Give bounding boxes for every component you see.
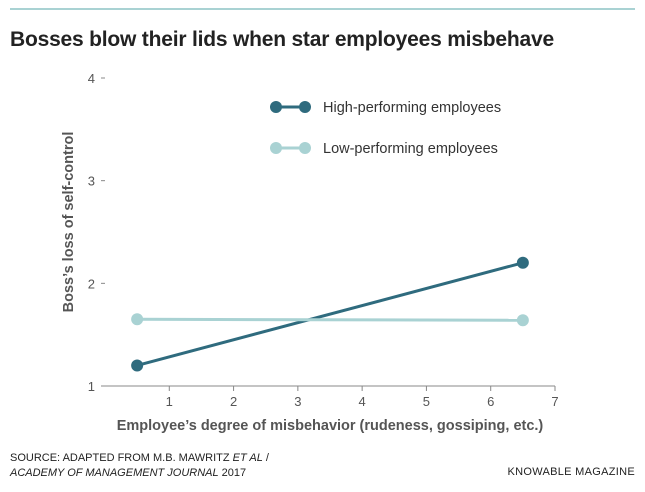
line-chart: 1 2 3 4 5 6 7 1 2 3 4 Employee’s degree of misbehav…	[61, 71, 559, 434]
y-tick-label: 2	[88, 276, 95, 291]
y-tick-label: 3	[88, 174, 95, 189]
x-tick-label: 4	[359, 394, 366, 409]
x-tick-label: 2	[230, 394, 237, 409]
data-point-low	[131, 313, 144, 326]
source-authors: ET AL	[232, 452, 263, 464]
y-tick-label: 1	[88, 379, 95, 394]
source-prefix: SOURCE: ADAPTED FROM M.B. MAWRITZ	[10, 452, 233, 464]
series-line-high	[136, 261, 524, 367]
source-year: 2017	[218, 467, 247, 479]
x-axis-title: Employee’s degree of misbehavior (rudene…	[117, 418, 544, 434]
source-credit: SOURCE: ADAPTED FROM M.B. MAWRITZ ET AL …	[10, 451, 269, 481]
legend-marker-high	[299, 101, 311, 113]
series-line-low	[137, 317, 523, 322]
x-tick-label: 7	[551, 394, 558, 409]
x-tick-label: 6	[487, 394, 494, 409]
legend-marker-high	[270, 101, 282, 113]
data-point-high	[516, 256, 529, 269]
chart-title: Bosses blow their lids when star employe…	[10, 28, 554, 51]
x-tick-label: 3	[294, 394, 301, 409]
source-separator: /	[262, 452, 269, 464]
x-tick-label: 1	[166, 394, 173, 409]
legend-marker-low	[299, 142, 311, 154]
data-point-low	[516, 314, 529, 327]
publisher-credit: KNOWABLE MAGAZINE	[507, 466, 635, 478]
source-journal: ACADEMY OF MANAGEMENT JOURNAL	[10, 467, 219, 479]
y-tick-label: 4	[88, 71, 95, 86]
y-axis-title: Boss’s loss of self-control	[61, 132, 77, 313]
top-rule	[10, 8, 635, 10]
data-point-high	[131, 359, 144, 372]
legend-marker-low	[270, 142, 282, 154]
legend-label-low: Low-performing employees	[323, 141, 498, 157]
x-tick-label: 5	[423, 394, 430, 409]
legend-label-high: High-performing employees	[323, 100, 501, 116]
